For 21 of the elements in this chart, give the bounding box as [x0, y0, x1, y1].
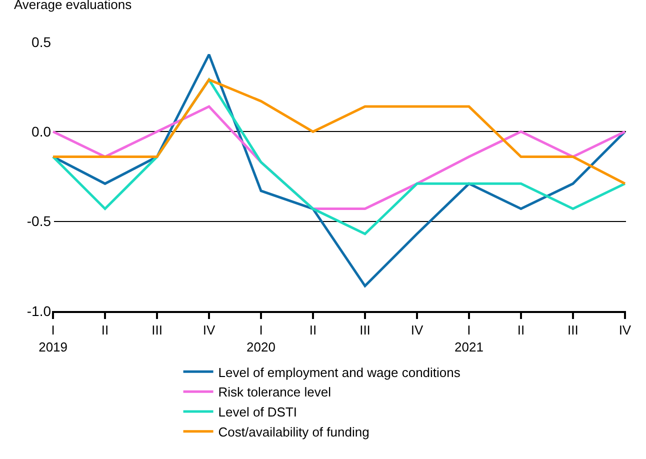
- y-tick-label: -0.5: [26, 213, 52, 230]
- x-tick-label: I 2020: [246, 322, 276, 354]
- x-tick-label: III: [152, 322, 162, 338]
- legend-label: Level of DSTI: [218, 404, 298, 420]
- x-tick-label: II: [101, 322, 109, 338]
- y-tick-label: 0.5: [32, 34, 52, 50]
- y-tick-label: -1.0: [26, 302, 52, 319]
- line-series: [52, 78, 626, 185]
- x-tick-label: II: [309, 322, 317, 338]
- x-tick-label: III: [568, 322, 578, 338]
- x-tick-label: III: [360, 322, 370, 338]
- legend-label: Level of employment and wage conditions: [218, 364, 461, 380]
- legend-label: Cost/availability of funding: [218, 424, 370, 440]
- x-tick-label: I 2019: [38, 322, 68, 354]
- legend-label: Risk tolerance level: [218, 384, 332, 400]
- x-tick-label: IV: [618, 322, 632, 338]
- x-tick-label: I 2021: [454, 322, 484, 354]
- x-tick-label: IV: [202, 322, 216, 338]
- y-tick-label: 0.0: [32, 124, 52, 140]
- x-tick-label: II: [517, 322, 525, 338]
- x-tick-label: IV: [410, 322, 424, 338]
